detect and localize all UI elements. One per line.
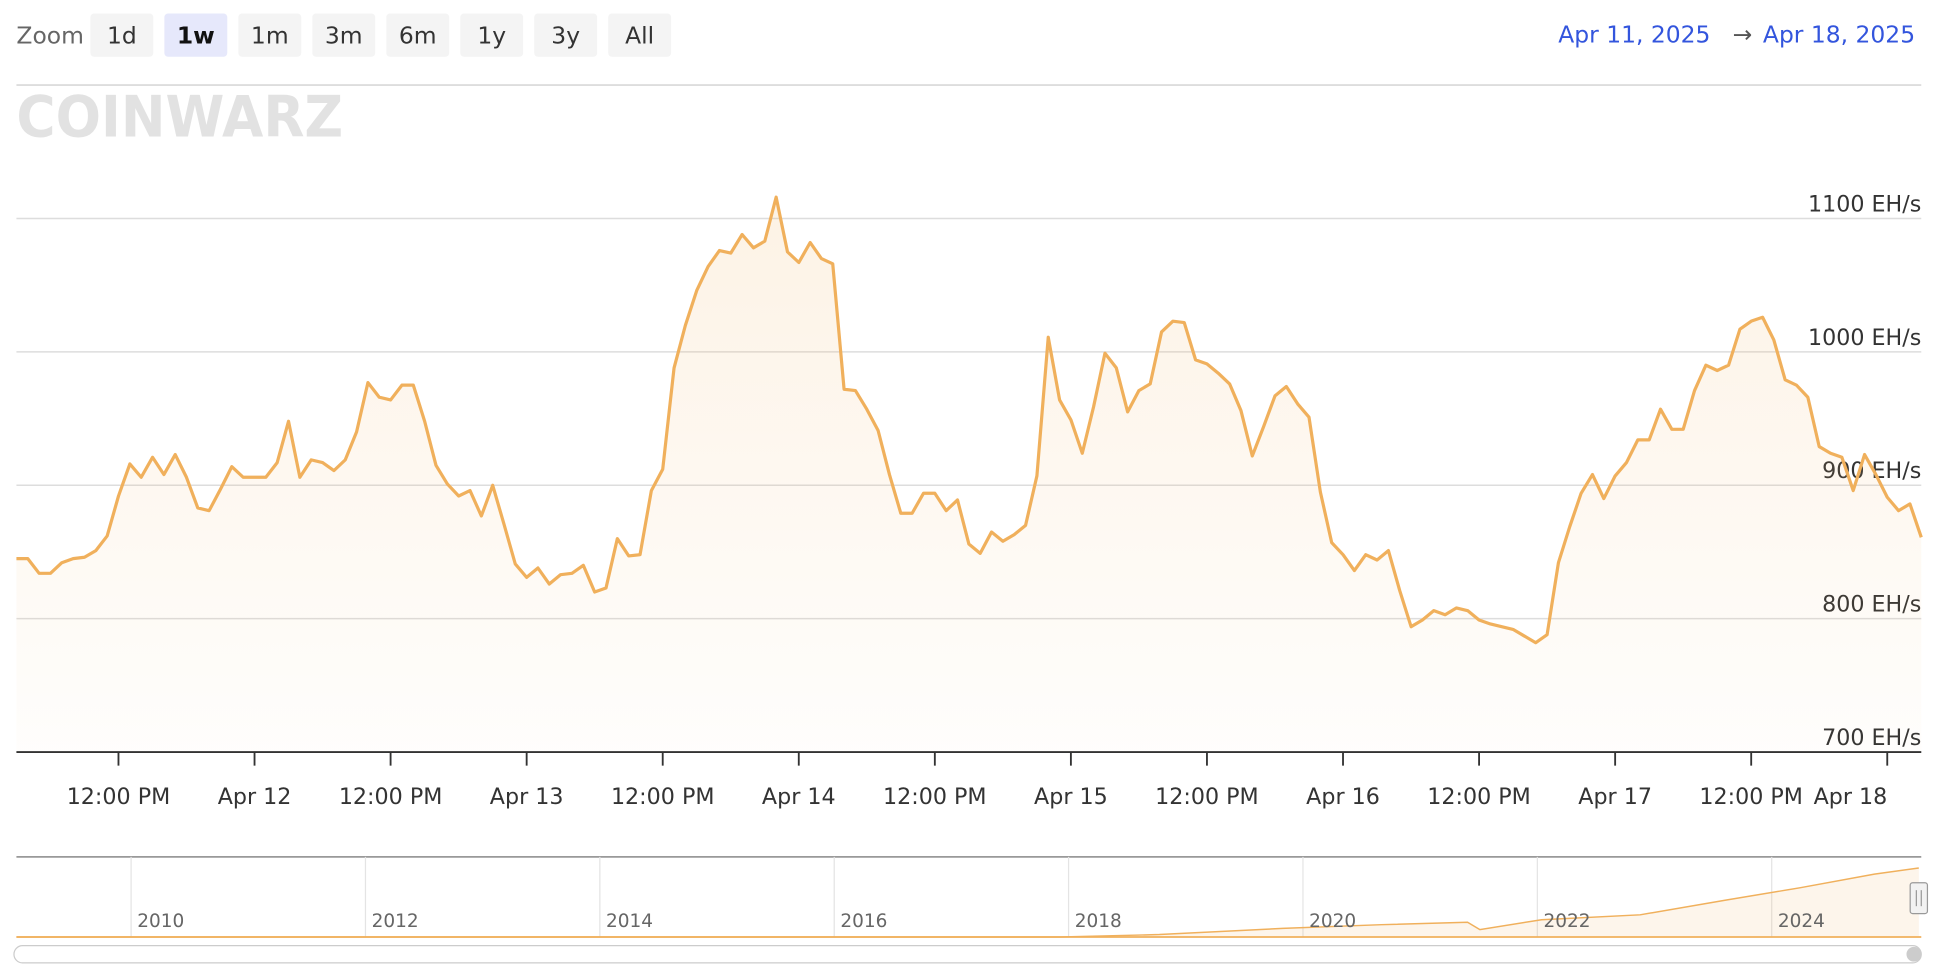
navigator-label: 2010	[137, 911, 184, 932]
navigator-label: 2014	[606, 911, 653, 932]
zoom-button[interactable]	[460, 13, 524, 57]
zoom-button-label[interactable]: 1w	[177, 21, 215, 49]
zoom-button[interactable]	[608, 13, 672, 57]
x-tick-label: 12:00 PM	[67, 784, 171, 810]
x-tick-label: 12:00 PM	[1155, 784, 1259, 810]
navigator-label: 2024	[1778, 911, 1825, 932]
x-tick-label: Apr 14	[762, 784, 836, 810]
x-tick-label: Apr 18	[1814, 784, 1888, 810]
zoom-label: Zoom	[16, 21, 83, 49]
zoom-button[interactable]	[312, 13, 376, 57]
navigator-line	[16, 867, 1919, 938]
y-tick-label: 1100 EH/s	[1808, 191, 1921, 217]
zoom-button[interactable]	[534, 13, 598, 57]
zoom-button-label[interactable]: 1y	[477, 21, 506, 49]
x-tick-label: Apr 12	[218, 784, 292, 810]
x-tick-label: 12:00 PM	[883, 784, 987, 810]
navigator-handle[interactable]	[1909, 882, 1929, 915]
zoom-button-label[interactable]: 6m	[399, 21, 437, 49]
area	[16, 197, 1922, 753]
x-tick-label: 12:00 PM	[339, 784, 443, 810]
zoom-button-label[interactable]: 3m	[325, 21, 363, 49]
date-to[interactable]: Apr 18, 2025	[1763, 20, 1915, 48]
zoom-button[interactable]	[386, 13, 450, 57]
navigator-label: 2022	[1544, 911, 1591, 932]
scrollbar-thumb[interactable]	[1906, 946, 1922, 962]
zoom-button-label[interactable]: 1m	[251, 21, 289, 49]
navigator-area	[16, 867, 1919, 938]
x-tick-label: Apr 15	[1034, 784, 1108, 810]
x-tick-label: Apr 17	[1578, 784, 1652, 810]
x-tick-label: 12:00 PM	[1427, 784, 1531, 810]
date-from[interactable]: Apr 11, 2025	[1558, 20, 1710, 48]
zoom-button[interactable]	[90, 13, 154, 57]
date-arrow: →	[1733, 20, 1753, 48]
zoom-button[interactable]	[238, 13, 302, 57]
navigator-label: 2012	[372, 911, 419, 932]
navigator-label: 2020	[1309, 911, 1356, 932]
zoom-button-label[interactable]: All	[625, 21, 654, 49]
zoom-button-label[interactable]: 1d	[107, 21, 137, 49]
line	[16, 195, 1923, 645]
navigator-bg	[16, 856, 1922, 939]
y-tick-label: 1000 EH/s	[1808, 325, 1921, 351]
scrollbar[interactable]	[13, 945, 1922, 964]
x-tick-label: 12:00 PM	[611, 784, 715, 810]
navigator-label: 2018	[1075, 911, 1122, 932]
zoom-button-label[interactable]: 3y	[551, 21, 580, 49]
zoom-button[interactable]	[164, 13, 228, 57]
x-tick-label: Apr 16	[1306, 784, 1380, 810]
navigator: 2010 2012 2014 2016 2018 2020 2022 2024	[13, 855, 1929, 964]
zoom-buttons: 1d 1w 1m 3m 6m 1y 3y All	[90, 13, 672, 57]
navigator-label: 2016	[840, 911, 887, 932]
x-tick-label: 12:00 PM	[1699, 784, 1803, 810]
watermark: COINWARZ	[16, 84, 343, 150]
x-tick-label: Apr 13	[490, 784, 564, 810]
